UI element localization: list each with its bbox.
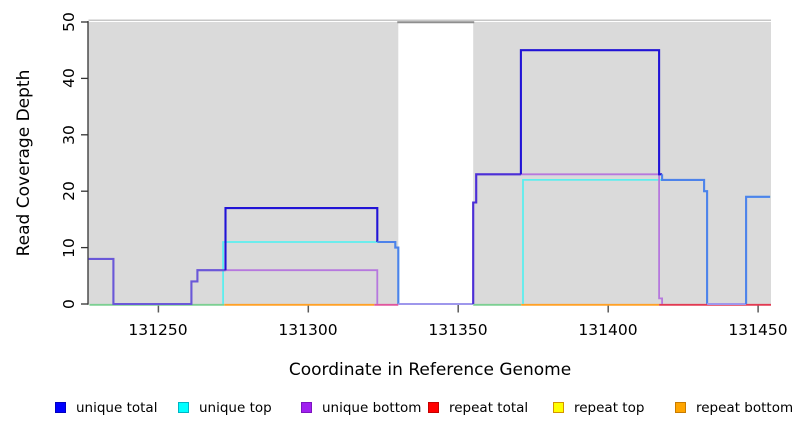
unique-total-line xyxy=(661,174,709,304)
legend-item-repeat-bottom: repeat bottom xyxy=(675,399,792,416)
legend-swatch-unique-total xyxy=(55,402,66,413)
legend-label-unique-top: unique top xyxy=(199,399,272,416)
unique-total-line xyxy=(377,240,400,304)
legend-label-repeat-top: repeat top xyxy=(574,399,645,416)
legend-swatch-repeat-top xyxy=(553,402,564,413)
x-tick-label: 131350 xyxy=(428,321,488,339)
legend-swatch-repeat-total xyxy=(428,402,439,413)
legend-item-repeat-total: repeat total xyxy=(428,399,529,416)
unique-total-line xyxy=(745,195,771,304)
y-tick-label: 50 xyxy=(60,12,78,32)
x-axis-title: Coordinate in Reference Genome xyxy=(288,360,572,380)
y-tick-label: 40 xyxy=(60,68,78,88)
unique-total-line xyxy=(88,257,226,306)
legend-swatch-unique-bottom xyxy=(301,402,312,413)
unique-total-line xyxy=(519,49,663,176)
masked-region-background xyxy=(473,22,771,304)
legend-label-unique-total: unique total xyxy=(76,399,158,416)
y-tick-label: 20 xyxy=(60,181,78,201)
y-tick-label: 30 xyxy=(60,125,78,145)
legend-label-unique-bottom: unique bottom xyxy=(322,399,422,416)
y-axis-title: Read Coverage Depth xyxy=(14,69,34,257)
x-tick-label: 131250 xyxy=(128,321,188,339)
unique-total-line xyxy=(472,173,521,304)
y-tick-label: 10 xyxy=(60,238,78,258)
y-tick-label: 0 xyxy=(60,299,78,309)
x-tick-label: 131400 xyxy=(578,321,638,339)
legend-item-unique-top: unique top xyxy=(178,399,272,416)
legend-item-unique-total: unique total xyxy=(55,399,158,416)
x-tick-label: 131300 xyxy=(278,321,338,339)
legend-swatch-repeat-bottom xyxy=(675,402,686,413)
legend-swatch-unique-top xyxy=(178,402,189,413)
legend-item-repeat-top: repeat top xyxy=(553,399,645,416)
legend-label-repeat-total: repeat total xyxy=(449,399,529,416)
legend-item-unique-bottom: unique bottom xyxy=(301,399,422,416)
unique-total-line xyxy=(224,207,379,271)
masked-region-background xyxy=(88,22,399,304)
x-tick-label: 131450 xyxy=(728,321,788,339)
legend-label-repeat-bottom: repeat bottom xyxy=(696,399,792,416)
